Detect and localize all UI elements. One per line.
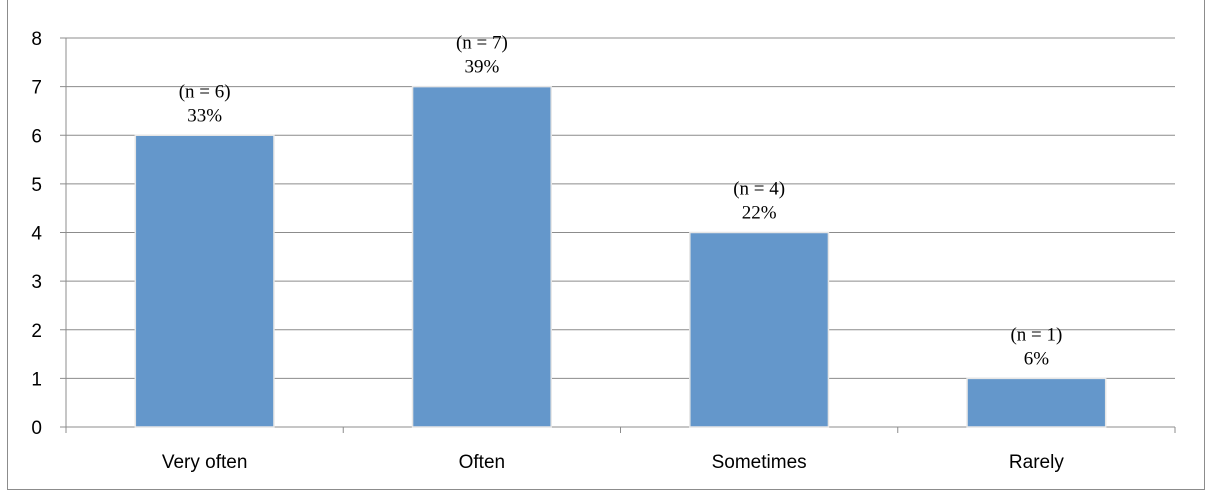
data-label-count: (n = 6)	[179, 81, 231, 102]
y-tick-label: 3	[31, 272, 42, 293]
y-tick-label: 6	[31, 126, 42, 147]
y-tick-label: 8	[31, 29, 42, 50]
x-category-label: Very often	[162, 452, 248, 473]
data-label-percent: 6%	[1024, 348, 1050, 369]
y-tick-label: 2	[31, 321, 42, 342]
y-tick-label: 7	[31, 78, 42, 99]
y-tick-label: 4	[31, 224, 42, 245]
data-label-count: (n = 7)	[456, 33, 508, 54]
x-category-label: Sometimes	[712, 452, 807, 473]
data-label-count: (n = 1)	[1010, 324, 1062, 345]
data-label-percent: 22%	[742, 203, 777, 224]
data-label-count: (n = 4)	[733, 179, 785, 200]
bar-often	[411, 85, 552, 428]
x-category-label: Often	[459, 452, 505, 473]
bar-sometimes	[689, 231, 830, 428]
y-tick-label: 0	[31, 418, 42, 439]
data-label-percent: 39%	[464, 57, 499, 78]
y-tick-label: 5	[31, 175, 42, 196]
y-tick-label: 1	[31, 369, 42, 390]
bar-very-often	[134, 134, 275, 428]
data-label-percent: 33%	[187, 105, 222, 126]
bar-rarely	[966, 377, 1107, 428]
x-category-label: Rarely	[1009, 452, 1064, 473]
